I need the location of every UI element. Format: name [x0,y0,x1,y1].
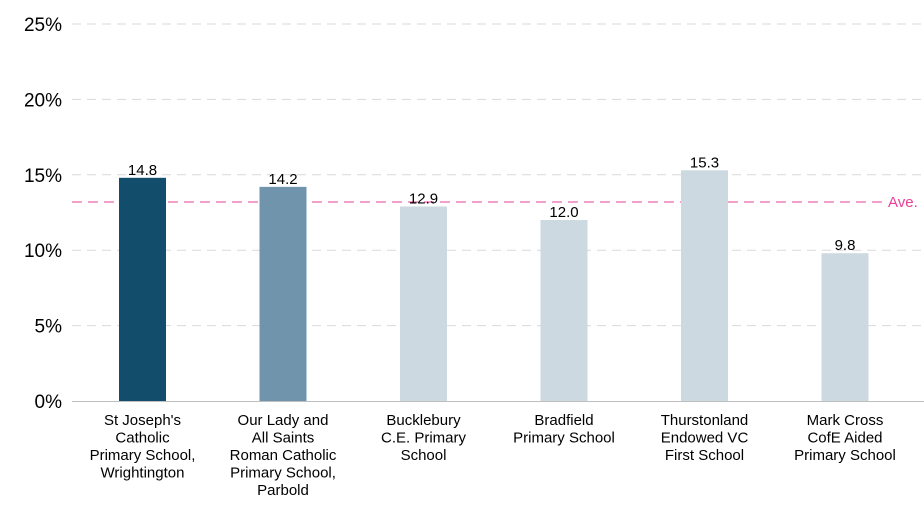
category-label-line: Bradfield [534,412,593,429]
category-label-line: Primary School, [230,465,336,482]
category-label-line: Mark Cross [807,412,884,429]
category-label-line: St Joseph's [104,412,181,429]
category-label-line: Our Lady and [238,412,329,429]
bars [119,170,869,401]
bar [540,220,588,401]
category-label-line: Parbold [257,482,309,499]
bar [821,253,869,401]
gridlines [72,23,924,327]
bar-value-label: 14.8 [128,162,157,179]
category-label-line: Wrightington [101,465,185,482]
category-label-line: Bucklebury [386,412,461,429]
average-label: Ave. [888,194,918,211]
category-label-line: CofE Aided [807,430,882,447]
y-axis-tick-labels: 0% 5% 10% 15% 20% 25% [24,15,62,413]
y-tick-label: 10% [24,241,62,262]
bar-value-label: 9.8 [835,237,856,254]
bar [259,186,307,401]
y-tick-label: 20% [24,90,62,111]
bar [119,177,166,401]
y-tick-label: 0% [35,392,63,413]
bar-value-label: 14.2 [268,171,297,188]
category-label-line: Primary School [794,447,896,464]
bar-value-label: 12.0 [549,204,578,221]
average-reference: Ave. [72,194,918,211]
y-tick-label: 5% [35,317,63,338]
bar-value-labels: 14.8 14.2 12.9 12.0 15.3 9.8 [128,154,856,254]
bar-value-label: 15.3 [690,154,719,171]
bar [400,206,447,401]
category-label-line: Primary School, [90,447,196,464]
category-label-line: Thurstonland [661,412,749,429]
bar-value-label: 12.9 [409,190,438,207]
category-label-line: Catholic [115,430,170,447]
category-label-line: Endowed VC [661,430,749,447]
category-label-line: All Saints [252,430,315,447]
category-label-line: Roman Catholic [230,447,337,464]
y-tick-label: 15% [24,166,62,187]
category-label-line: School [401,447,447,464]
category-label-line: First School [665,447,744,464]
bar [681,170,728,401]
y-tick-label: 25% [24,15,62,36]
category-label-line: Primary School [513,430,615,447]
category-label-line: C.E. Primary [381,430,467,447]
